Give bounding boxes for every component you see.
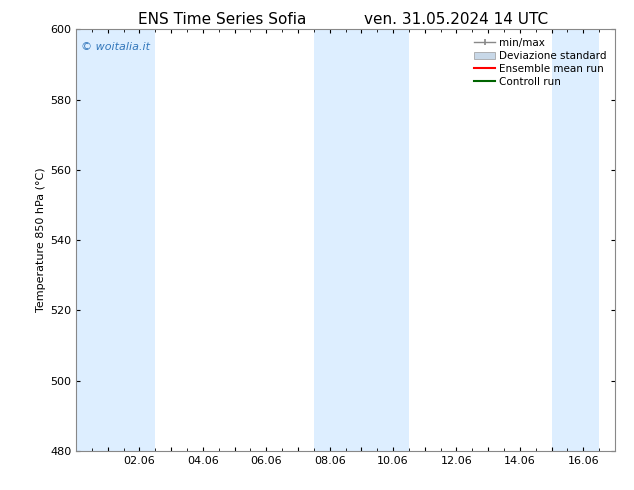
Text: ENS Time Series Sofia: ENS Time Series Sofia (138, 12, 306, 27)
Text: © woitalia.it: © woitalia.it (81, 42, 150, 52)
Bar (314, 29, 409, 451)
Bar (76, 29, 155, 451)
Y-axis label: Temperature 850 hPa (°C): Temperature 850 hPa (°C) (36, 168, 46, 313)
Bar (552, 29, 599, 451)
Text: ven. 31.05.2024 14 UTC: ven. 31.05.2024 14 UTC (365, 12, 548, 27)
Legend: min/max, Deviazione standard, Ensemble mean run, Controll run: min/max, Deviazione standard, Ensemble m… (471, 35, 610, 90)
